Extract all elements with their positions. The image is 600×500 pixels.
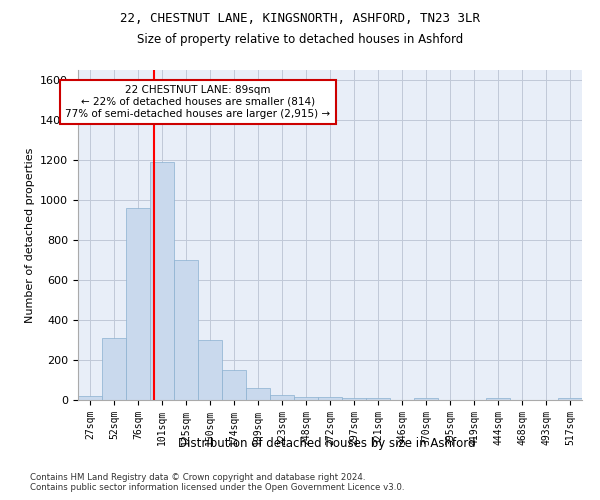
Y-axis label: Number of detached properties: Number of detached properties (25, 148, 35, 322)
Bar (294, 397, 318, 400)
Bar (318, 397, 342, 400)
Bar (174, 260, 198, 400)
Bar (366, 398, 390, 400)
Text: Distribution of detached houses by size in Ashford: Distribution of detached houses by size … (178, 438, 476, 450)
Text: Size of property relative to detached houses in Ashford: Size of property relative to detached ho… (137, 32, 463, 46)
Bar (558, 398, 582, 400)
Bar (246, 388, 270, 400)
Bar (102, 338, 126, 400)
Bar (270, 395, 294, 400)
Text: 22 CHESTNUT LANE: 89sqm
← 22% of detached houses are smaller (814)
77% of semi-d: 22 CHESTNUT LANE: 89sqm ← 22% of detache… (65, 86, 331, 118)
Bar (222, 370, 246, 400)
Bar (78, 396, 102, 400)
Bar (486, 398, 510, 400)
Bar (126, 208, 150, 400)
Text: 22, CHESTNUT LANE, KINGSNORTH, ASHFORD, TN23 3LR: 22, CHESTNUT LANE, KINGSNORTH, ASHFORD, … (120, 12, 480, 26)
Bar (342, 398, 366, 400)
Bar (150, 162, 174, 400)
Text: Contains HM Land Registry data © Crown copyright and database right 2024.
Contai: Contains HM Land Registry data © Crown c… (30, 472, 404, 492)
Bar (198, 340, 222, 400)
Bar (414, 398, 438, 400)
